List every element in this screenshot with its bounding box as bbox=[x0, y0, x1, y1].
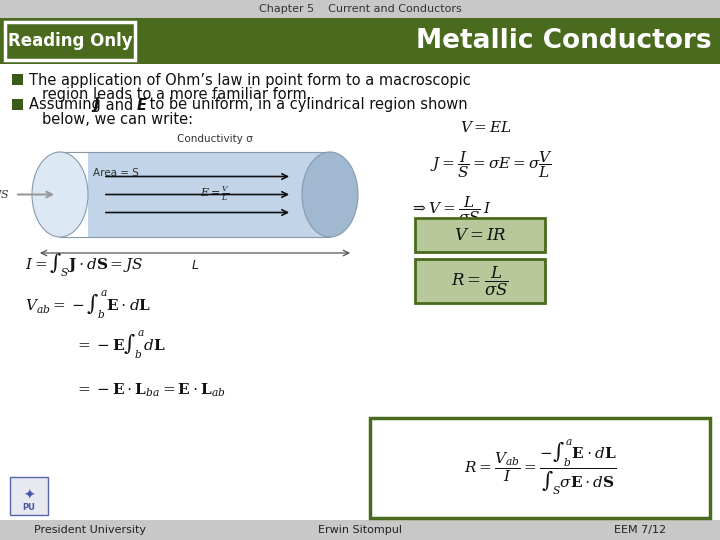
Text: PU: PU bbox=[22, 503, 35, 512]
Text: L: L bbox=[192, 259, 199, 272]
Text: $V = EL$: $V = EL$ bbox=[460, 119, 512, 134]
Text: EEM 7/12: EEM 7/12 bbox=[614, 525, 666, 535]
Bar bbox=[370, 418, 710, 518]
Text: $J = \dfrac{I}{S} = \sigma E = \sigma\dfrac{V}{L}$: $J = \dfrac{I}{S} = \sigma E = \sigma\df… bbox=[430, 150, 553, 180]
Text: to be uniform, in a cylindrical region shown: to be uniform, in a cylindrical region s… bbox=[145, 98, 467, 112]
Text: $V_{ab} = -\int_b^a \mathbf{E} \cdot d\mathbf{L}$: $V_{ab} = -\int_b^a \mathbf{E} \cdot d\m… bbox=[25, 289, 151, 321]
Text: Conductivity σ: Conductivity σ bbox=[177, 134, 253, 144]
Bar bbox=[415, 259, 545, 303]
Bar bbox=[10, 477, 48, 515]
Text: Metallic Conductors: Metallic Conductors bbox=[416, 28, 712, 54]
Bar bbox=[0, 18, 720, 64]
Bar bbox=[12, 74, 23, 85]
Ellipse shape bbox=[32, 152, 88, 237]
Text: $I=JS$: $I=JS$ bbox=[0, 187, 10, 201]
Text: $E=\frac{V}{L}$: $E=\frac{V}{L}$ bbox=[200, 184, 230, 203]
Bar bbox=[5, 22, 135, 60]
Text: $\Rightarrow V = \dfrac{L}{\sigma S}\,I$: $\Rightarrow V = \dfrac{L}{\sigma S}\,I$ bbox=[410, 194, 492, 225]
Bar bbox=[12, 99, 23, 110]
Text: Area = S: Area = S bbox=[93, 167, 139, 178]
Text: $V = IR$: $V = IR$ bbox=[454, 226, 506, 244]
Bar bbox=[88, 152, 330, 237]
Ellipse shape bbox=[302, 152, 358, 237]
Text: The application of Ohm’s law in point form to a macroscopic: The application of Ohm’s law in point fo… bbox=[29, 72, 471, 87]
Text: E: E bbox=[137, 98, 147, 112]
Bar bbox=[415, 218, 545, 252]
Text: Chapter 5    Current and Conductors: Chapter 5 Current and Conductors bbox=[258, 4, 462, 14]
Text: below, we can write:: below, we can write: bbox=[42, 111, 193, 126]
Text: ✦: ✦ bbox=[23, 489, 35, 503]
Text: $= -\mathbf{E}\int_b^a d\mathbf{L}$: $= -\mathbf{E}\int_b^a d\mathbf{L}$ bbox=[75, 329, 166, 361]
Bar bbox=[0, 520, 720, 540]
Text: region leads to a more familiar form.: region leads to a more familiar form. bbox=[42, 86, 312, 102]
Text: $I = \int_S \mathbf{J} \cdot d\mathbf{S} = JS$: $I = \int_S \mathbf{J} \cdot d\mathbf{S}… bbox=[25, 251, 143, 279]
Text: Reading Only: Reading Only bbox=[8, 32, 132, 50]
Text: Assuming: Assuming bbox=[29, 98, 106, 112]
Text: $R = \dfrac{L}{\sigma S}$: $R = \dfrac{L}{\sigma S}$ bbox=[451, 265, 509, 298]
Text: $R = \dfrac{V_{ab}}{I} = \dfrac{-\int_b^a \mathbf{E} \cdot d\mathbf{L}}{\int_S \: $R = \dfrac{V_{ab}}{I} = \dfrac{-\int_b^… bbox=[464, 438, 616, 498]
Text: President University: President University bbox=[34, 525, 146, 535]
Text: and: and bbox=[101, 98, 138, 112]
Text: J: J bbox=[93, 98, 99, 112]
Bar bbox=[0, 0, 720, 18]
Text: $= -\mathbf{E} \cdot \mathbf{L}_{ba} = \mathbf{E} \cdot \mathbf{L}_{ab}$: $= -\mathbf{E} \cdot \mathbf{L}_{ba} = \… bbox=[75, 381, 226, 399]
Text: Erwin Sitompul: Erwin Sitompul bbox=[318, 525, 402, 535]
